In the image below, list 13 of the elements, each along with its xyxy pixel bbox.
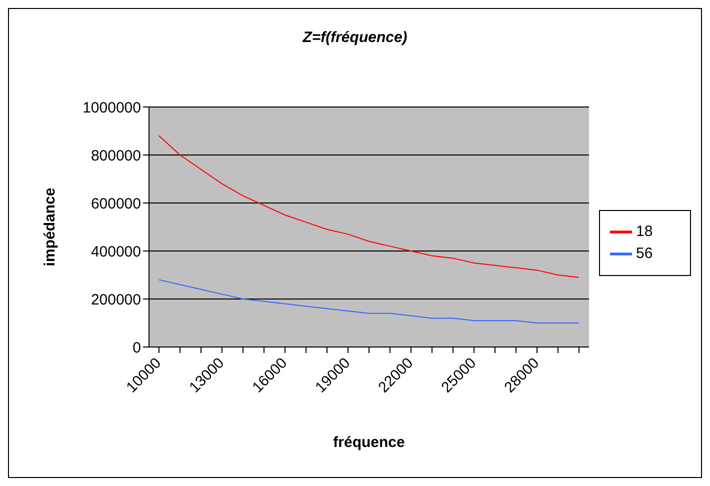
y-tick-label: 800000: [90, 147, 141, 164]
legend-label: 18: [636, 222, 653, 240]
y-tick-label: 200000: [90, 291, 141, 308]
y-tick-label: 400000: [90, 243, 141, 260]
y-axis-title: impédance: [41, 188, 58, 266]
x-axis-title: fréquence: [333, 434, 405, 451]
legend-label: 56: [636, 244, 653, 262]
line-series: [158, 135, 580, 278]
y-tick-label: 0: [132, 339, 141, 356]
y-tick-label: 1000000: [82, 99, 141, 116]
chart-title: Z=f(fréquence): [302, 29, 408, 46]
y-tick-label: 600000: [90, 195, 141, 212]
line-series: [158, 279, 580, 324]
